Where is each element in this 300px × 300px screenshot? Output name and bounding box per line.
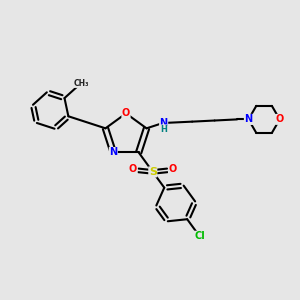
Text: N: N	[160, 118, 168, 128]
Text: Cl: Cl	[194, 231, 205, 241]
Text: N: N	[244, 114, 253, 124]
Text: O: O	[276, 114, 284, 124]
Text: O: O	[129, 164, 137, 174]
Text: N: N	[109, 148, 117, 158]
Text: S: S	[149, 167, 157, 177]
Text: CH₃: CH₃	[74, 79, 89, 88]
Text: O: O	[169, 164, 177, 174]
Text: O: O	[122, 108, 130, 118]
Text: H: H	[160, 125, 167, 134]
Text: N: N	[244, 114, 253, 124]
